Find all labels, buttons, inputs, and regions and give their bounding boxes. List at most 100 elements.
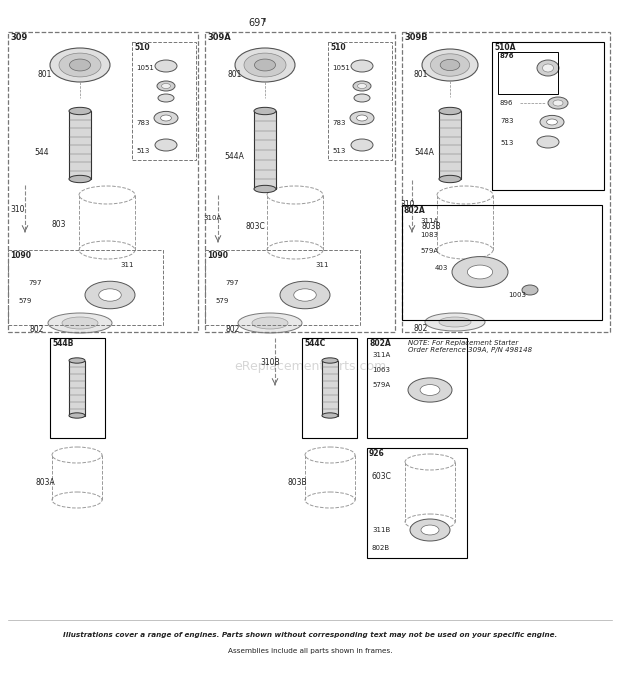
Bar xyxy=(69,360,85,416)
Ellipse shape xyxy=(254,186,276,192)
Bar xyxy=(254,111,276,189)
Ellipse shape xyxy=(537,60,559,76)
Text: 311: 311 xyxy=(315,262,329,268)
Text: 1090: 1090 xyxy=(207,251,228,260)
Text: 510: 510 xyxy=(330,43,345,52)
Ellipse shape xyxy=(254,108,276,114)
Text: 1063: 1063 xyxy=(372,367,390,373)
Text: 803B: 803B xyxy=(288,478,308,487)
Text: 802B: 802B xyxy=(372,545,390,551)
Text: 544A: 544A xyxy=(414,148,434,157)
Text: 1003: 1003 xyxy=(508,292,526,298)
Ellipse shape xyxy=(62,317,98,329)
Text: 803B: 803B xyxy=(422,222,441,231)
Text: 797: 797 xyxy=(225,280,239,286)
Text: 802A: 802A xyxy=(369,339,391,348)
Bar xyxy=(492,42,604,190)
Ellipse shape xyxy=(354,94,370,102)
Ellipse shape xyxy=(358,84,366,88)
Bar xyxy=(205,32,395,332)
Text: 309A: 309A xyxy=(207,33,231,42)
Text: 403: 403 xyxy=(435,265,448,271)
Ellipse shape xyxy=(439,108,461,114)
Ellipse shape xyxy=(254,59,275,71)
Ellipse shape xyxy=(350,112,374,125)
Text: 544A: 544A xyxy=(224,152,244,161)
Text: 801: 801 xyxy=(38,70,52,79)
Bar xyxy=(302,338,357,438)
Ellipse shape xyxy=(522,285,538,295)
Text: 1083: 1083 xyxy=(420,232,438,238)
Text: 797: 797 xyxy=(28,280,42,286)
Bar xyxy=(498,52,558,94)
Text: 802: 802 xyxy=(30,325,45,334)
Text: 926: 926 xyxy=(369,449,385,458)
Text: 310: 310 xyxy=(400,200,415,209)
Bar xyxy=(205,250,360,325)
Text: 311B: 311B xyxy=(372,527,390,533)
Text: 801: 801 xyxy=(414,70,428,79)
Text: 603C: 603C xyxy=(372,472,392,481)
Ellipse shape xyxy=(155,139,177,151)
Ellipse shape xyxy=(420,384,440,395)
Text: 510A: 510A xyxy=(494,43,515,52)
Text: 309B: 309B xyxy=(404,33,428,42)
Text: 896: 896 xyxy=(500,100,513,106)
Ellipse shape xyxy=(322,358,338,363)
Ellipse shape xyxy=(85,282,135,309)
Text: 803: 803 xyxy=(52,220,66,229)
Ellipse shape xyxy=(99,289,122,301)
Bar xyxy=(8,250,163,325)
Text: Assemblies include all parts shown in frames.: Assemblies include all parts shown in fr… xyxy=(228,648,392,654)
Ellipse shape xyxy=(353,81,371,91)
Text: 802A: 802A xyxy=(404,206,426,215)
Ellipse shape xyxy=(69,108,91,114)
Ellipse shape xyxy=(467,265,493,279)
Text: 513: 513 xyxy=(332,148,345,154)
Ellipse shape xyxy=(244,53,286,77)
Ellipse shape xyxy=(452,257,508,288)
Text: 544B: 544B xyxy=(52,339,73,348)
Ellipse shape xyxy=(155,60,177,72)
Ellipse shape xyxy=(439,317,471,327)
Bar xyxy=(69,111,91,179)
Bar xyxy=(50,338,105,438)
Text: 579: 579 xyxy=(18,298,32,304)
Ellipse shape xyxy=(161,84,171,88)
Ellipse shape xyxy=(48,313,112,333)
Ellipse shape xyxy=(542,64,554,72)
Ellipse shape xyxy=(322,413,338,418)
Text: 310B: 310B xyxy=(260,358,280,367)
Text: 510: 510 xyxy=(134,43,149,52)
Bar xyxy=(367,338,467,438)
Ellipse shape xyxy=(69,358,85,363)
Text: 579A: 579A xyxy=(420,248,438,254)
Text: 513: 513 xyxy=(500,140,513,146)
Ellipse shape xyxy=(421,525,439,535)
Ellipse shape xyxy=(548,97,568,109)
Text: 544: 544 xyxy=(34,148,48,157)
Text: 802: 802 xyxy=(225,325,239,334)
Text: 1090: 1090 xyxy=(10,251,31,260)
Ellipse shape xyxy=(425,313,485,331)
Ellipse shape xyxy=(356,115,368,121)
Ellipse shape xyxy=(59,53,101,77)
Text: 310: 310 xyxy=(10,205,25,214)
Text: 311A: 311A xyxy=(372,352,390,358)
Ellipse shape xyxy=(439,175,461,183)
Text: 876: 876 xyxy=(500,53,515,59)
Text: 1051: 1051 xyxy=(136,65,154,71)
Ellipse shape xyxy=(157,81,175,91)
Text: 783: 783 xyxy=(136,120,149,126)
Ellipse shape xyxy=(440,60,460,71)
Ellipse shape xyxy=(252,317,288,329)
Bar xyxy=(322,360,338,416)
Ellipse shape xyxy=(158,94,174,102)
Text: 783: 783 xyxy=(500,118,513,124)
Ellipse shape xyxy=(69,59,91,71)
Ellipse shape xyxy=(410,519,450,541)
Text: 544C: 544C xyxy=(304,339,326,348)
Text: 311A: 311A xyxy=(420,218,438,224)
Text: 803A: 803A xyxy=(36,478,56,487)
Text: 803C: 803C xyxy=(245,222,265,231)
